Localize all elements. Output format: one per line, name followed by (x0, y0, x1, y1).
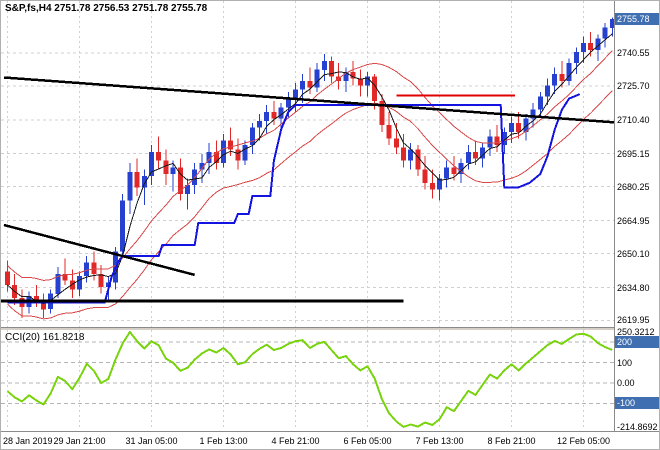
symbol-ohlc-readout: S&P,fs,H4 2751.78 2756.53 2751.78 2755.7… (5, 3, 208, 14)
cci-level-badge: 200 (615, 336, 659, 349)
price-axis[interactable]: 2755.78 2740.55 2725.70 2710.40 2695.15 2680.… (614, 1, 659, 432)
time-axis-label: 7 Feb 13:00 (415, 436, 464, 446)
cci-axis-label: 0.00 (617, 378, 635, 389)
cci-axis-label: 100 (617, 357, 633, 368)
cci-indicator-panel[interactable] (1, 330, 614, 429)
price-axis-label: 2710.40 (617, 114, 650, 125)
cci-indicator-label: CCI(20) 161.8218 (5, 332, 85, 343)
time-axis-label: 1 Feb 13:00 (199, 436, 248, 446)
current-price-badge: 2755.78 (615, 13, 659, 26)
time-axis-label: 28 Jan 2019 (3, 436, 53, 446)
cci-axis-label: 250.3212 (617, 326, 655, 337)
price-axis-label: 2650.10 (617, 248, 650, 259)
main-price-chart[interactable] (1, 1, 614, 327)
time-axis-label: 6 Feb 05:00 (343, 436, 392, 446)
price-axis-label: 2664.95 (617, 215, 650, 226)
price-axis-label: 2725.70 (617, 80, 650, 91)
time-axis[interactable]: 28 Jan 2019 29 Jan 21:00 31 Jan 05:00 1 Feb… (1, 431, 659, 449)
price-axis-label: 2740.55 (617, 48, 650, 58)
price-axis-label: 2634.80 (617, 282, 650, 293)
cci-level-badge: -100 (615, 397, 659, 410)
price-axis-label: 2680.25 (617, 181, 650, 192)
time-axis-label: 31 Jan 05:00 (125, 436, 178, 446)
price-axis-label: 2695.15 (617, 148, 650, 159)
time-axis-label: 12 Feb 05:00 (556, 436, 611, 446)
time-axis-label: 8 Feb 21:00 (487, 436, 536, 446)
price-axis-label: 2619.95 (617, 315, 650, 326)
cci-axis-label: -214.8692 (617, 421, 658, 432)
time-axis-label: 4 Feb 21:00 (271, 436, 320, 446)
panel-separator[interactable] (1, 327, 614, 330)
time-axis-label: 29 Jan 21:00 (53, 436, 106, 446)
